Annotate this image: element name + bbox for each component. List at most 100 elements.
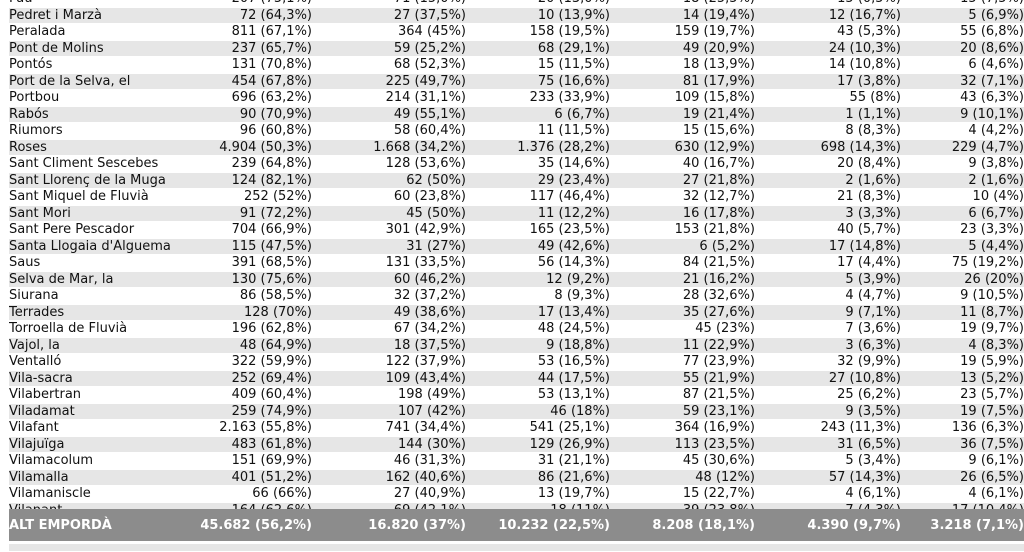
table-cell: 128 (53,6%): [312, 155, 466, 173]
table-cell: 26 (20%): [901, 271, 1024, 288]
table-cell: 131 (70,8%): [194, 56, 312, 74]
table-row: Vilamaniscle 66 (66%) 27 (40,9%) 13 (19,7%)…: [9, 485, 1024, 503]
table-cell: 49 (55,1%): [312, 106, 466, 123]
table-cell: 32 (37,2%): [312, 287, 466, 305]
table-row: Vilabertran 409 (60,4%) 198 (49%) 53 (13,1%…: [9, 386, 1024, 404]
table-cell: 53 (16,5%): [466, 353, 610, 371]
municipality-name: Sant Miquel de Fluvià: [9, 188, 194, 206]
table-cell: 198 (49%): [312, 386, 466, 404]
municipality-name: Pau: [9, 0, 194, 8]
table-cell: 19 (9,7%): [901, 320, 1024, 338]
table-cell: 20 (8,6%): [901, 40, 1024, 57]
table-cell: 401 (51,2%): [194, 469, 312, 486]
table-cell: 391 (68,5%): [194, 254, 312, 272]
table-cell: 27 (10,8%): [755, 370, 901, 387]
table-cell: 35 (14,6%): [466, 155, 610, 173]
municipality-name: Sant Mori: [9, 205, 194, 222]
table-row: Siurana 86 (58,5%) 32 (37,2%) 8 (9,3%) 28 (3…: [9, 287, 1024, 305]
table-cell: 11 (8,7%): [901, 304, 1024, 321]
table-cell: 23 (5,7%): [901, 386, 1024, 404]
table-cell: 8 (9,3%): [466, 287, 610, 305]
table-cell: 45 (30,6%): [610, 452, 755, 470]
table-cell: 1 (1,1%): [755, 106, 901, 123]
table-cell: 6 (4,6%): [901, 56, 1024, 74]
table-row: Selva de Mar, la 130 (75,6%) 60 (46,2%) 12 …: [9, 271, 1024, 288]
table-row: Peralada 811 (67,1%) 364 (45%) 158 (19,5%) 1…: [9, 23, 1024, 41]
table-cell: 40 (16,7%): [610, 155, 755, 173]
table-cell: 57 (14,3%): [755, 469, 901, 486]
table-cell: 5 (3,9%): [755, 271, 901, 288]
municipality-name: Vilafant: [9, 419, 194, 437]
table-cell: 87 (21,5%): [610, 386, 755, 404]
table-row: Rabós 90 (70,9%) 49 (55,1%) 6 (6,7%) 19 (21,…: [9, 106, 1024, 123]
table-cell: 23 (3,3%): [901, 221, 1024, 239]
table-cell: 48 (24,5%): [466, 320, 610, 338]
municipality-name: Vilamacolum: [9, 452, 194, 470]
table-cell: 117 (46,4%): [466, 188, 610, 206]
table-cell: 9 (3,8%): [901, 155, 1024, 173]
table-cell: 81 (17,9%): [610, 73, 755, 90]
table-cell: 129 (26,9%): [466, 436, 610, 453]
table-cell: 364 (45%): [312, 23, 466, 41]
table-cell: 5 (4,4%): [901, 238, 1024, 255]
table-cell: 6 (6,7%): [466, 106, 610, 123]
table-cell: 21 (16,2%): [610, 271, 755, 288]
table-cell: 229 (4,7%): [901, 139, 1024, 156]
table-cell: 59 (23,1%): [610, 403, 755, 420]
total-row: ALT EMPORDÀ 45.682 (56,2%) 16.820 (37%) …: [9, 509, 1024, 541]
table-cell: 130 (75,6%): [194, 271, 312, 288]
table-cell: 159 (19,7%): [610, 23, 755, 41]
table-row: Pedret i Marzà 72 (64,3%) 27 (37,5%) 10 (13…: [9, 7, 1024, 24]
municipality-name: Torroella de Fluvià: [9, 320, 194, 338]
table-cell: 45 (23%): [610, 320, 755, 338]
table-row: Vilamalla 401 (51,2%) 162 (40,6%) 86 (21,6%…: [9, 469, 1024, 486]
table-cell: 8 (8,3%): [755, 122, 901, 140]
table-cell: 44 (17,5%): [466, 370, 610, 387]
table-row: Torroella de Fluvià 196 (62,8%) 67 (34,2%)…: [9, 320, 1024, 338]
municipality-name: Viladamat: [9, 403, 194, 420]
table-cell: 6 (6,7%): [901, 205, 1024, 222]
total-label: ALT EMPORDÀ: [9, 517, 112, 533]
municipality-name: Santa Llogaia d'Àlguema: [9, 238, 194, 255]
table-cell: 62 (50%): [312, 172, 466, 189]
bottom-divider: [9, 541, 1024, 544]
table-cell: 14 (19,4%): [610, 7, 755, 24]
total-cell: 4.390 (9,7%): [807, 517, 901, 533]
table-cell: 46 (18%): [466, 403, 610, 420]
table-cell: 25 (6,2%): [755, 386, 901, 404]
table-cell: 68 (52,3%): [312, 56, 466, 74]
table-cell: 19 (7,5%): [901, 403, 1024, 420]
table-cell: 12 (9,2%): [466, 271, 610, 288]
table-cell: 21 (8,3%): [755, 188, 901, 206]
table-cell: 483 (61,8%): [194, 436, 312, 453]
table-cell: 6 (5,2%): [610, 238, 755, 255]
municipality-name: Roses: [9, 139, 194, 156]
table-cell: 237 (65,7%): [194, 40, 312, 57]
table-cell: 12 (16,7%): [755, 7, 901, 24]
municipality-name: Peralada: [9, 23, 194, 41]
table-row: Port de la Selva, el 454 (67,8%) 225 (49,7…: [9, 73, 1024, 90]
table-cell: 77 (23,9%): [610, 353, 755, 371]
table-row: Viladamat 259 (74,9%) 107 (42%) 46 (18%) 59 …: [9, 403, 1024, 420]
table-cell: 301 (42,9%): [312, 221, 466, 239]
table-cell: 698 (14,3%): [755, 139, 901, 156]
table-cell: 233 (33,9%): [466, 89, 610, 107]
table-cell: 409 (60,4%): [194, 386, 312, 404]
table-cell: 3 (6,3%): [755, 337, 901, 354]
table-cell: 3 (3,3%): [755, 205, 901, 222]
table-cell: 5 (3,4%): [755, 452, 901, 470]
table-cell: 196 (62,8%): [194, 320, 312, 338]
municipality-name: Port de la Selva, el: [9, 73, 194, 90]
table-cell: 239 (64,8%): [194, 155, 312, 173]
table-cell: 15 (0,5%): [755, 0, 901, 8]
table-row: Vila-sacra 252 (69,4%) 109 (43,4%) 44 (17,5…: [9, 370, 1024, 387]
table-cell: 29 (23,4%): [466, 172, 610, 189]
total-cell: 10.232 (22,5%): [498, 517, 610, 533]
table-cell: 36 (7,5%): [901, 436, 1024, 453]
table-cell: 46 (31,3%): [312, 452, 466, 470]
table-cell: 741 (34,4%): [312, 419, 466, 437]
municipality-name: Sant Climent Sescebes: [9, 155, 194, 173]
table-cell: 9 (3,5%): [755, 403, 901, 420]
table-cell: 49 (42,6%): [466, 238, 610, 255]
table-cell: 18 (37,5%): [312, 337, 466, 354]
